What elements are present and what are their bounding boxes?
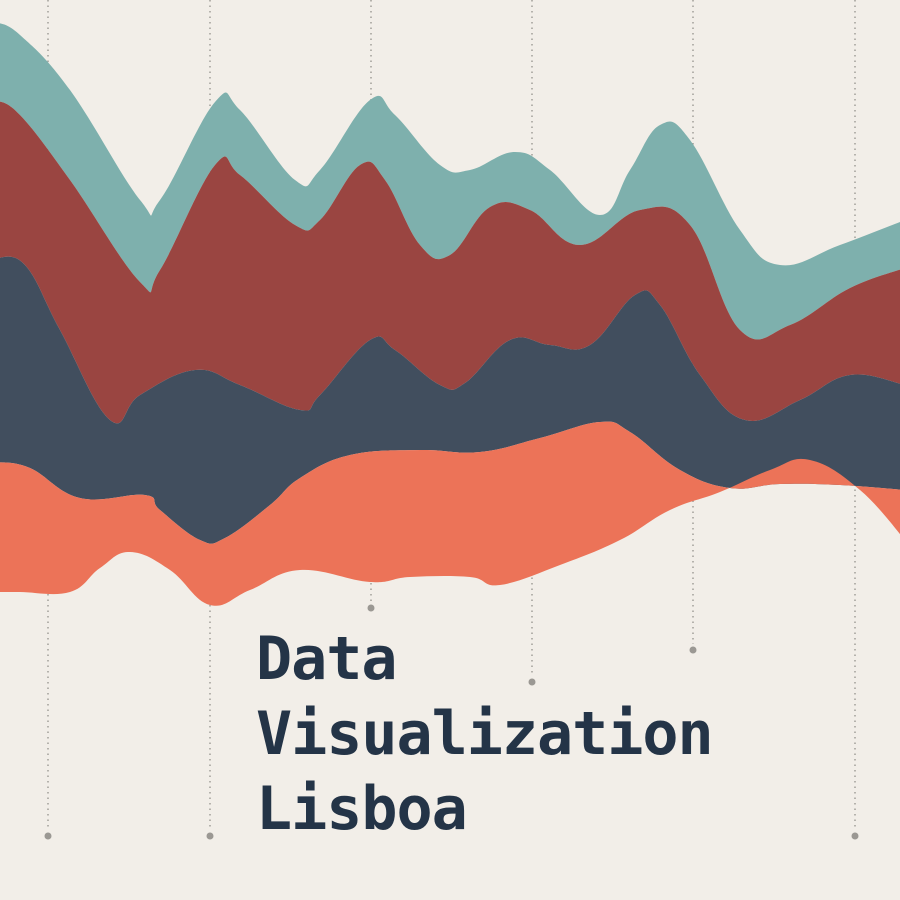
guide-end-dot (689, 646, 697, 654)
title-line-lisboa: Lisboa (256, 774, 468, 844)
title-line-visualization: Visualization (256, 699, 714, 769)
stream-band-coral (0, 421, 900, 606)
stream-bands (0, 23, 900, 606)
guide-end-dot (851, 832, 859, 840)
guide-end-dot (528, 678, 536, 686)
stream-band-red (0, 101, 900, 424)
logo-wordmark: Data Visualization Lisboa (256, 622, 714, 847)
guide-end-dot (206, 832, 214, 840)
guide-end-dot (44, 832, 52, 840)
title-line-data: Data (256, 624, 397, 694)
stream-band-navy (0, 256, 900, 544)
stream-band-teal (0, 23, 900, 340)
guide-end-dot (367, 604, 375, 612)
